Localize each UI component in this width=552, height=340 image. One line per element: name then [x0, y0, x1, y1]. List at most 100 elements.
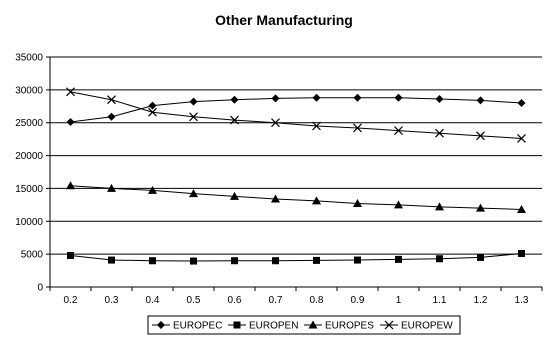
data-point-europec — [189, 97, 198, 106]
data-point-europew — [476, 131, 485, 141]
legend-item-europes: EUROPES — [304, 320, 374, 332]
data-point-europew — [312, 121, 321, 131]
data-point-europew — [353, 123, 362, 133]
series-europec — [66, 93, 526, 127]
data-point-europec — [353, 93, 362, 102]
y-tick-label: 35000 — [15, 53, 43, 64]
y-tick-label: 30000 — [15, 85, 43, 96]
marker-x-stroke — [312, 121, 321, 131]
data-point-europen — [231, 257, 238, 265]
series-line-europec — [70, 97, 522, 123]
x-tick-label: 0.2 — [64, 295, 78, 306]
series-layer — [66, 87, 526, 265]
data-point-europec — [66, 118, 75, 127]
legend-marker-europew — [384, 320, 394, 330]
series-line-europes — [70, 185, 522, 210]
legend: EUROPEC EUROPEN EUROPES EUROPEW — [147, 315, 461, 335]
x-tick-label: 0.5 — [187, 295, 201, 306]
data-point-europew — [148, 107, 157, 117]
series-europen — [67, 249, 525, 265]
data-point-europes — [189, 189, 198, 198]
y-tick-label: 15000 — [15, 184, 43, 195]
data-point-europes — [230, 191, 239, 200]
data-point-europec — [394, 93, 403, 102]
x-tick-label: 0.7 — [269, 295, 283, 306]
data-point-europes — [107, 183, 116, 192]
data-point-europen — [149, 257, 156, 265]
marker-x-stroke — [394, 126, 403, 136]
data-point-europew — [271, 118, 280, 128]
data-point-europec — [230, 95, 239, 104]
y-tick-label: 0 — [37, 283, 43, 294]
marker-x-stroke — [189, 112, 198, 122]
data-point-europen — [108, 256, 115, 264]
series-line-europen — [70, 252, 522, 262]
x-tick-label: 0.8 — [310, 295, 324, 306]
data-point-europen — [272, 257, 279, 265]
data-point-europes — [353, 199, 362, 208]
legend-item-europen: EUROPEN — [228, 321, 298, 332]
data-point-europes — [435, 202, 444, 211]
data-point-europes — [271, 194, 280, 203]
data-point-europes — [476, 203, 485, 212]
chart-title: Other Manufacturing — [215, 12, 353, 28]
data-point-europew — [517, 134, 526, 143]
y-tick-label: 10000 — [15, 217, 43, 228]
data-point-europew — [66, 87, 75, 97]
marker-x-stroke — [107, 95, 116, 105]
legend-item-europec: EUROPEC — [152, 321, 222, 332]
x-tick-label: 1.1 — [433, 295, 447, 306]
legend-label-europen: EUROPEN — [249, 321, 298, 332]
x-tick-label: 0.6 — [228, 295, 242, 306]
data-point-europes — [148, 185, 157, 194]
data-point-europew — [435, 128, 444, 138]
data-point-europen — [477, 253, 484, 261]
marker-x-stroke — [435, 128, 444, 138]
legend-marker-europes — [308, 320, 318, 329]
y-tick-label: 20000 — [15, 151, 43, 162]
y-tick-label: 25000 — [15, 118, 43, 129]
data-point-europec — [435, 95, 444, 104]
x-tick-label: 0.9 — [351, 295, 365, 306]
data-point-europec — [271, 94, 280, 103]
marker-x-stroke — [148, 107, 157, 117]
data-point-europes — [66, 181, 75, 190]
data-point-europen — [190, 257, 197, 265]
marker-x-stroke — [476, 131, 485, 141]
data-point-europec — [312, 93, 321, 102]
marker-x-stroke — [271, 118, 280, 128]
legend-marker-europec — [157, 321, 165, 329]
data-point-europec — [107, 112, 116, 121]
data-point-europen — [67, 251, 74, 259]
marker-x-stroke — [230, 115, 239, 125]
data-point-europew — [107, 95, 116, 105]
x-tick-label: 1 — [396, 295, 402, 306]
data-point-europew — [189, 112, 198, 122]
data-point-europen — [354, 256, 361, 264]
data-point-europes — [312, 196, 321, 205]
data-point-europec — [517, 99, 526, 107]
series-europes — [66, 181, 526, 213]
data-point-europec — [476, 96, 485, 105]
data-point-europen — [518, 249, 525, 257]
marker-x-stroke — [66, 87, 75, 97]
data-point-europew — [230, 115, 239, 125]
data-point-europec — [148, 101, 157, 110]
legend-item-europew: EUROPEW — [380, 321, 453, 332]
axes: 0 5000 10000 15000 20000 25000 30000 35000 0.2 0.… — [15, 53, 543, 306]
x-tick-label: 0.4 — [146, 295, 160, 306]
data-point-europen — [313, 256, 320, 264]
marker-x-stroke — [384, 320, 394, 330]
data-point-europen — [395, 255, 402, 263]
series-line-europew — [70, 91, 522, 139]
data-point-europes — [517, 204, 526, 213]
legend-label-europew: EUROPEW — [401, 321, 453, 332]
legend-marker-europen — [233, 321, 241, 329]
data-point-europes — [394, 200, 403, 209]
data-point-europew — [394, 126, 403, 136]
x-tick-label: 0.3 — [105, 295, 119, 306]
series-europew — [66, 87, 526, 143]
data-point-europen — [436, 255, 443, 263]
